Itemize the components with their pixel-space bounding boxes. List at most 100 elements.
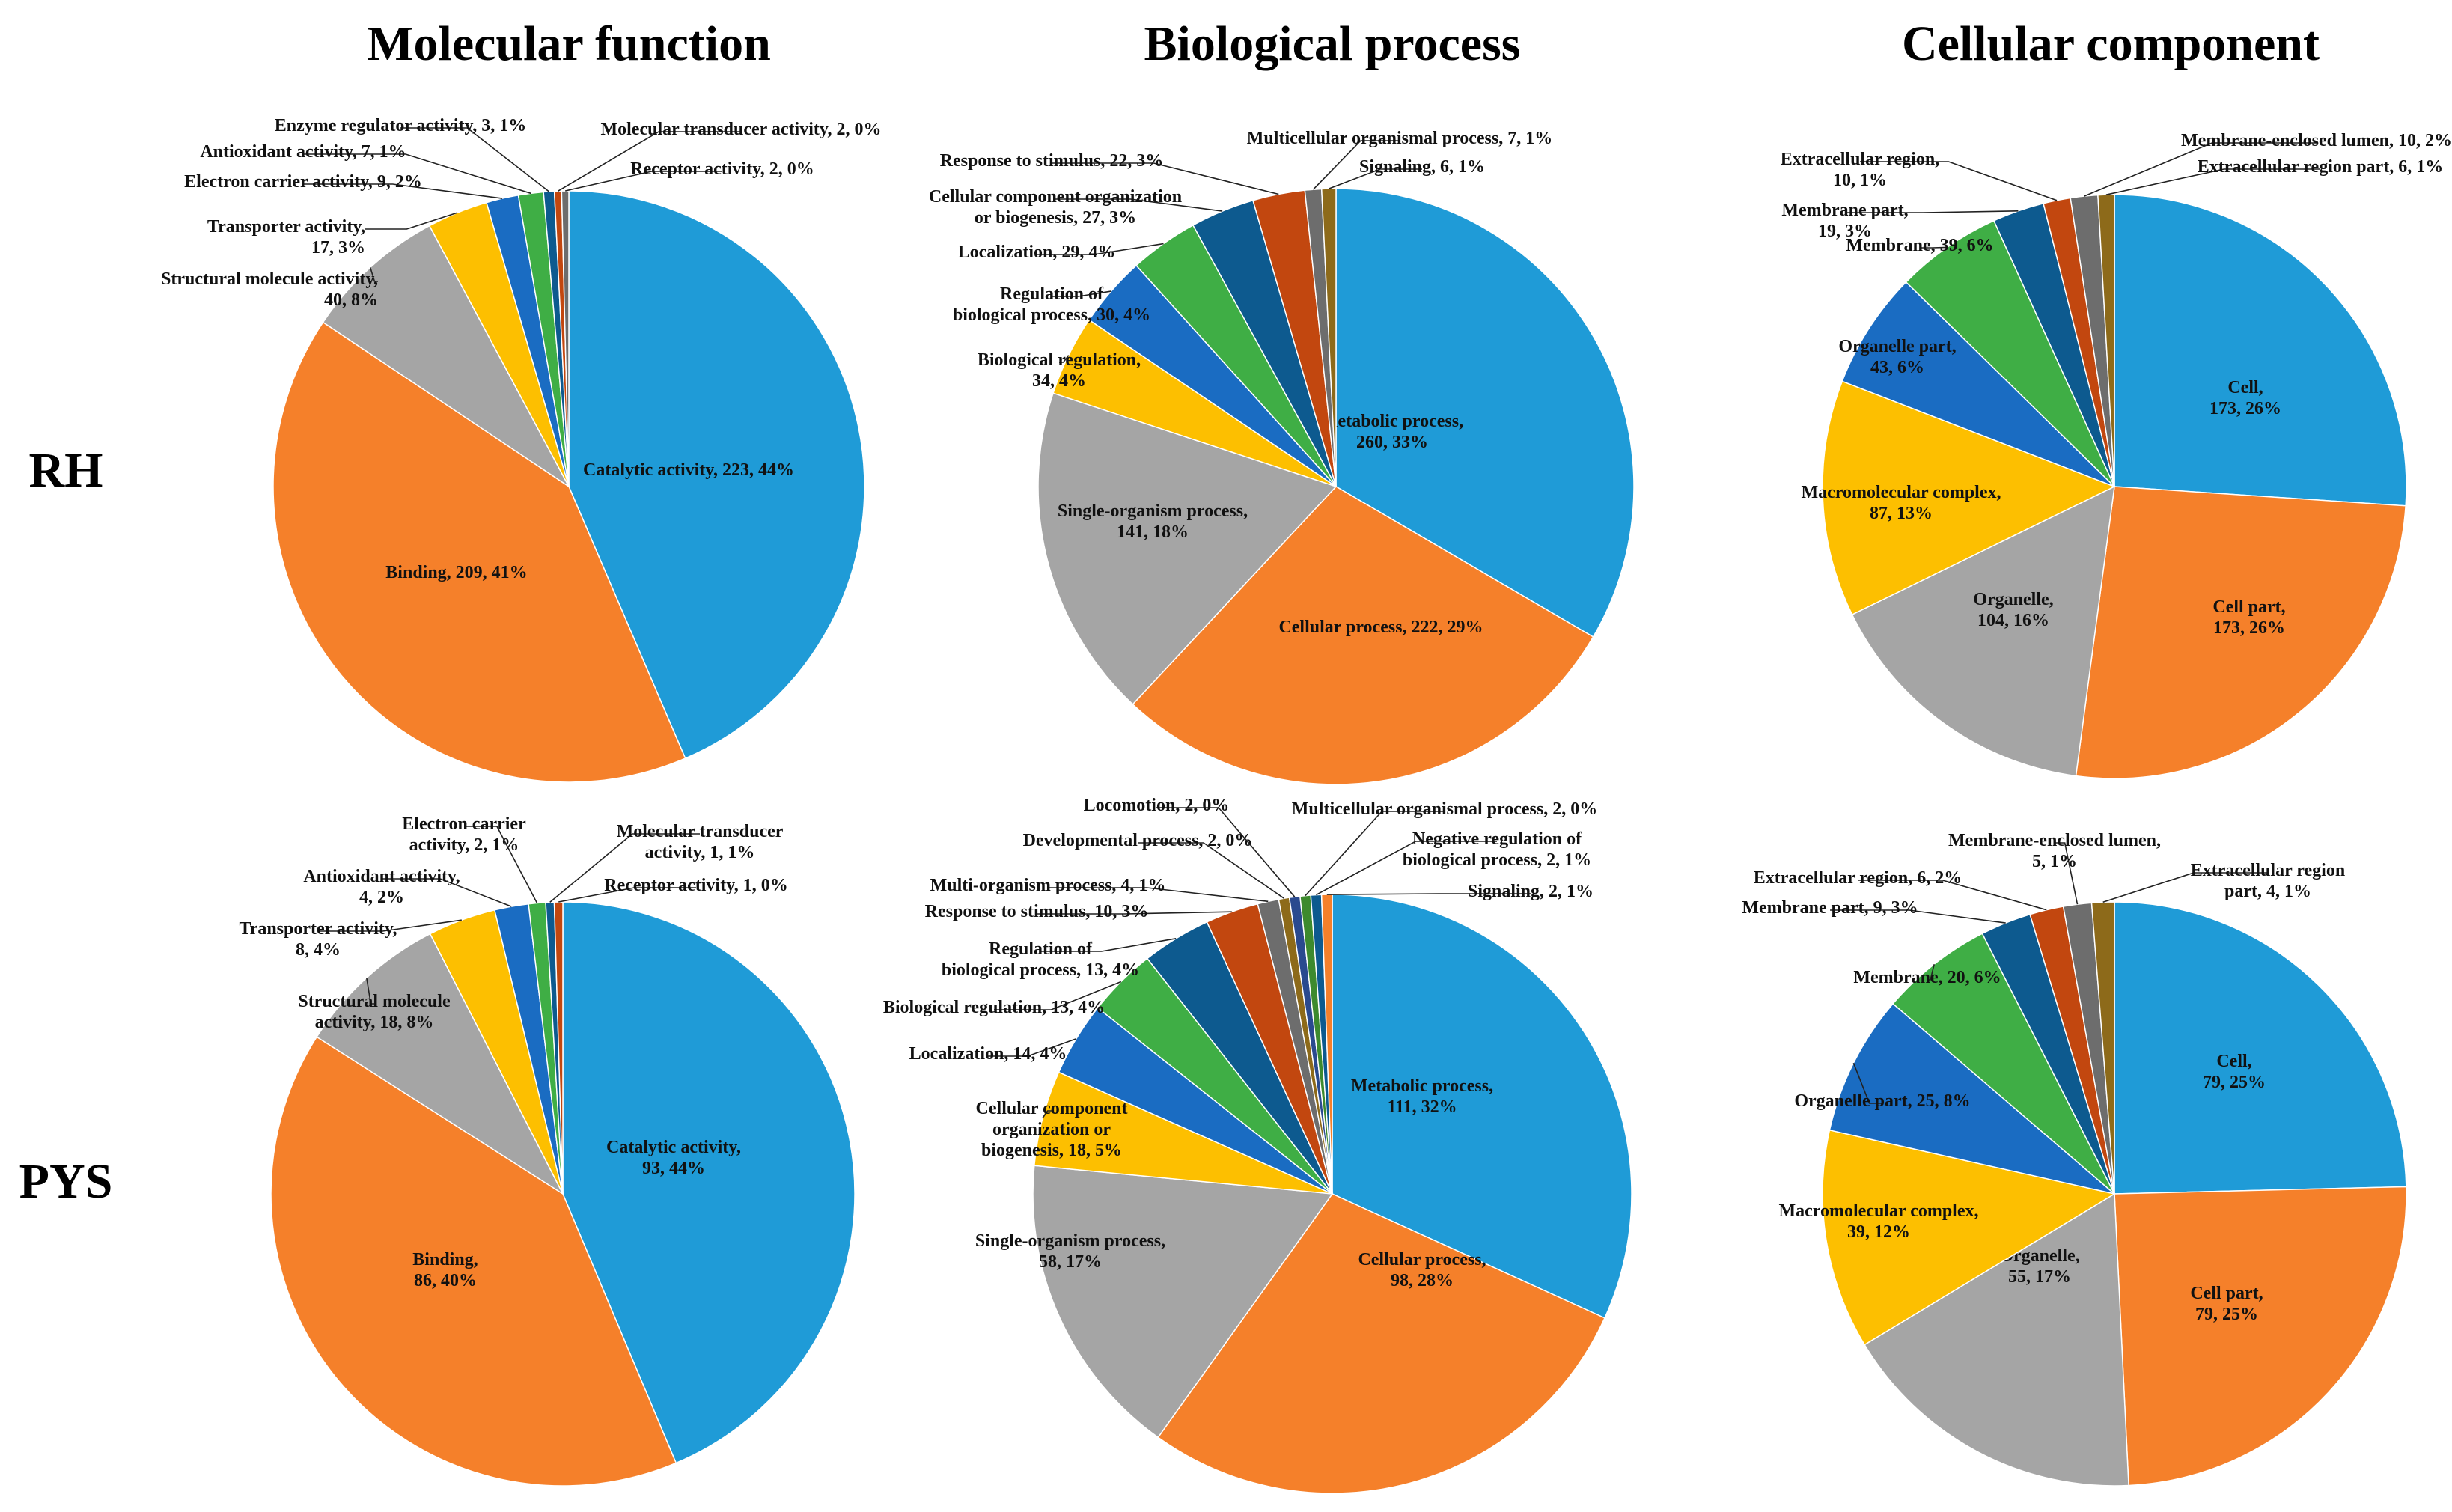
leader-line (318, 919, 462, 932)
leader-line (1048, 887, 1269, 903)
slice-label-metabolic-process: Metabolic process, 111, 32% (1351, 1076, 1493, 1117)
slice-label-line: Extracellular region (2191, 861, 2345, 880)
slice-membrane (1905, 219, 2115, 487)
slice-label-line: activity, 1, 1% (645, 843, 755, 862)
slice-label-line: biological process, 13, 4% (942, 960, 1139, 980)
leader-line (1852, 1062, 1882, 1104)
slice-label-line: Response to stimulus, 22, 3% (940, 151, 1164, 171)
slice-label-macromolecular-complex: Macromolecular complex, 87, 13% (1801, 483, 2001, 523)
leader-line (1845, 210, 2019, 213)
pie-pys-biological-process: Metabolic process, 111, 32% Cellular proce… (883, 796, 1632, 1494)
slice-label-antioxidant-activity: Antioxidant activity, 7, 1% (200, 142, 406, 162)
slice-label-structural-molecule-activity: Structural molecule activity, 18, 8% (298, 992, 451, 1032)
slice-label-membrane-part: Membrane part, 9, 3% (1742, 898, 1918, 918)
slice-label-localization: Localization, 29, 4% (958, 243, 1116, 262)
slice-label-line: Response to stimulus, 10, 3% (925, 902, 1149, 921)
slice-label-line: Metabolic process, (1351, 1076, 1493, 1096)
slice-label-multicellular-organismal-process: Multicellular organismal process, 2, 0% (1292, 799, 1597, 819)
leader-line (994, 981, 1122, 1010)
slice-label-line: Biological regulation, 13, 4% (883, 998, 1105, 1017)
leader-line (1927, 964, 1935, 981)
pie-charts: Catalytic activity, 223, 44% Binding, 209… (161, 116, 2452, 1494)
slice-label-membrane-enclosed-lumen: Membrane-enclosed lumen, 5, 1% (1948, 831, 2161, 871)
slice-label-line: 8, 4% (296, 940, 341, 960)
slice-label-biological-regulation: Biological regulation, 34, 4% (978, 350, 1141, 391)
slice-label-line: part, 4, 1% (2224, 882, 2311, 901)
slice-label-line: Regulation of (1000, 284, 1104, 304)
leader-line (303, 153, 531, 195)
slice-label-membrane-enclosed-lumen: Membrane-enclosed lumen, 10, 2% (2181, 131, 2452, 150)
column-title-biological-process: Biological process (1144, 16, 1521, 71)
column-title-cellular-component: Cellular component (1902, 16, 2320, 71)
slice-label-organelle-part: Organelle part, 43, 6% (1838, 337, 1956, 377)
slice-label-line: 260, 33% (1356, 433, 1428, 452)
slice-metabolic-process (1332, 894, 1632, 1319)
leader-line (1316, 841, 1497, 896)
slice-label-line: Organelle, (1973, 590, 2053, 609)
slice-label-line: Membrane, 20, 6% (1853, 968, 2001, 987)
leader-line (2105, 168, 2320, 195)
slice-label-line: biological process, 2, 1% (1403, 850, 1591, 870)
slice-label-line: activity, 18, 8% (315, 1013, 434, 1032)
slice-label-macromolecular-complex: Macromolecular complex, 39, 12% (1778, 1201, 1978, 1242)
leader-line (1138, 842, 1284, 899)
slice-label-signaling: Signaling, 6, 1% (1359, 157, 1485, 177)
slice-label-molecular-transducer-activity: Molecular transducer activity, 2, 0% (600, 120, 881, 139)
slice-label-membrane-part: Membrane part, 19, 3% (1781, 201, 1908, 241)
slice-label-molecular-transducer-activity: Molecular transducer activity, 1, 1% (617, 822, 784, 862)
slice-label-line: 58, 17% (1039, 1252, 1102, 1272)
slice-label-line: biogenesis, 18, 5% (981, 1141, 1122, 1160)
leader-line (558, 887, 696, 903)
slice-label-catalytic-activity: Catalytic activity, 93, 44% (606, 1138, 741, 1178)
leader-line (549, 833, 700, 903)
slice-label-line: Negative regulation of (1412, 829, 1582, 849)
slice-label-line: or biogenesis, 27, 3% (975, 208, 1136, 228)
slice-label-line: Biological regulation, (978, 350, 1141, 370)
leader-line (303, 183, 503, 199)
slice-label-regulation-of-biological-process: Regulation of biological process, 30, 4% (953, 284, 1150, 325)
leader-line (1312, 140, 1400, 190)
slice-label-transporter-activity: Transporter activity, 8, 4% (239, 919, 397, 960)
slice-label-line: Extracellular region, 6, 2% (1754, 868, 1962, 888)
slice-label-line: Extracellular region part, 6, 1% (2198, 157, 2443, 177)
slice-label-multicellular-organismal-process: Multicellular organismal process, 7, 1% (1247, 129, 1552, 148)
slice-organelle-part (1841, 281, 2115, 487)
slice-label-line: Cellular component organization (929, 187, 1182, 207)
slice-label-organelle: Organelle, 55, 17% (1999, 1246, 2079, 1287)
row-title-rh: RH (29, 443, 103, 498)
slice-catalytic-activity (562, 901, 856, 1464)
slice-cell (2114, 194, 2407, 507)
slice-label-line: 86, 40% (414, 1271, 477, 1290)
slice-label-response-to-stimulus: Response to stimulus, 22, 3% (940, 151, 1164, 171)
slice-macromolecular-complex (1822, 380, 2116, 616)
slice-cell-part (2114, 1186, 2407, 1487)
slice-label-developmental-process: Developmental process, 2, 0% (1023, 831, 1253, 850)
slice-label-line: 34, 4% (1032, 371, 1086, 391)
slice-label-line: 87, 13% (1870, 504, 1933, 523)
slice-label-line: Cell, (2216, 1052, 2251, 1071)
slice-label-line: activity, 2, 1% (409, 835, 519, 855)
leader-line (1059, 355, 1070, 363)
leader-line (2055, 842, 2079, 905)
slice-label-line: Receptor activity, 1, 0% (604, 876, 788, 895)
slice-label-cell: Cell, 79, 25% (2203, 1052, 2266, 1092)
slice-label-line: 79, 25% (2203, 1073, 2266, 1092)
slice-label-cellular-component-organization-or-biogenesis: Cellular component organization or biogen… (929, 187, 1182, 228)
slice-label-line: Developmental process, 2, 0% (1023, 831, 1253, 850)
slice-label-line: 43, 6% (1870, 358, 1924, 377)
slice-single-organism-process (1032, 1165, 1334, 1439)
slice-label-response-to-stimulus: Response to stimulus, 10, 3% (925, 902, 1149, 921)
leader-line (365, 212, 458, 230)
pie-rh-cellular-component: Cell, 173, 26%Cell part, 173, 26%Organelle… (1781, 131, 2452, 779)
slice-binding (270, 1036, 677, 1487)
leader-line (2102, 872, 2268, 903)
slice-label-line: Signaling, 2, 1% (1468, 882, 1594, 901)
slice-label-cellular-process: Cellular process, 222, 29% (1278, 618, 1483, 637)
slice-label-regulation-of-biological-process: Regulation of biological process, 13, 4% (942, 939, 1139, 980)
slice-catalytic-activity (568, 190, 865, 760)
slice-label-signaling: Signaling, 2, 1% (1468, 882, 1594, 901)
slice-label-line: 141, 18% (1117, 522, 1189, 542)
slice-label-line: 19, 3% (1818, 222, 1872, 241)
